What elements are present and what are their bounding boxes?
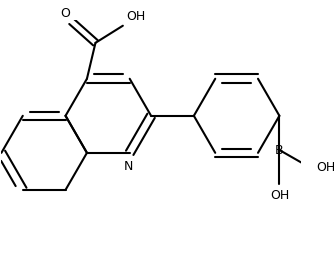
Text: N: N: [123, 160, 133, 173]
Text: OH: OH: [126, 10, 146, 23]
Text: O: O: [60, 7, 70, 20]
Text: B: B: [275, 143, 284, 157]
Text: OH: OH: [316, 161, 334, 174]
Text: OH: OH: [270, 189, 289, 202]
